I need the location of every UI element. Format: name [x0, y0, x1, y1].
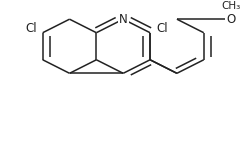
Text: O: O [226, 13, 235, 26]
Text: N: N [119, 13, 128, 26]
Text: Cl: Cl [156, 22, 168, 35]
Text: CH₃: CH₃ [221, 1, 240, 11]
Text: Cl: Cl [25, 22, 37, 35]
